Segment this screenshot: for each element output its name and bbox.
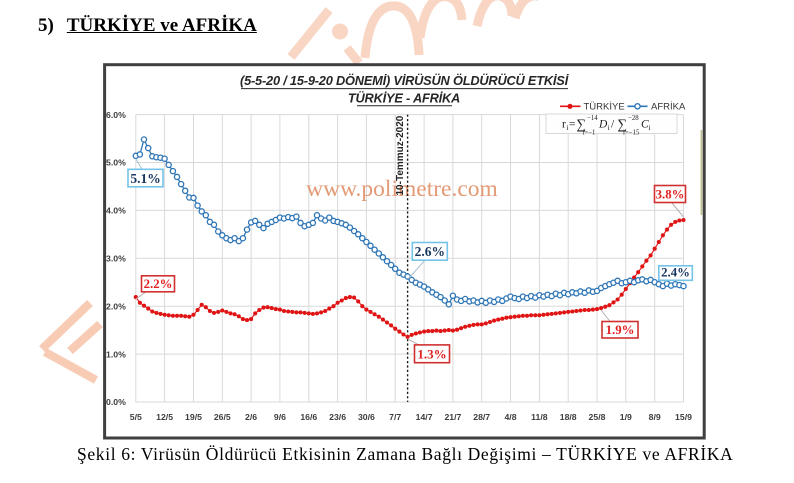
- svg-text:4/8: 4/8: [504, 412, 516, 422]
- svg-text:1.9%: 1.9%: [606, 323, 635, 337]
- svg-text:2.6%: 2.6%: [415, 244, 445, 259]
- svg-text:4.0%: 4.0%: [106, 206, 126, 216]
- svg-text:11/8: 11/8: [531, 412, 548, 422]
- svg-text:18/8: 18/8: [560, 412, 577, 422]
- svg-text:i: i: [608, 123, 610, 132]
- svg-text:14/7: 14/7: [416, 412, 433, 422]
- svg-text:5.0%: 5.0%: [106, 158, 126, 168]
- svg-text:C: C: [641, 119, 649, 131]
- svg-text:7/7: 7/7: [389, 412, 401, 422]
- svg-text:/: /: [611, 119, 615, 131]
- svg-text:1/9: 1/9: [620, 412, 632, 422]
- svg-text:15/9: 15/9: [675, 412, 692, 422]
- svg-text:8/9: 8/9: [649, 412, 661, 422]
- svg-text:i: i: [649, 123, 651, 132]
- svg-text:D: D: [598, 119, 608, 131]
- svg-text:∑: ∑: [577, 116, 587, 131]
- svg-text:−28: −28: [628, 115, 639, 122]
- svg-text:2.2%: 2.2%: [144, 277, 173, 291]
- svg-text:r: r: [562, 119, 566, 131]
- svg-text:19/5: 19/5: [185, 412, 202, 422]
- svg-text:2.4%: 2.4%: [661, 265, 690, 279]
- svg-text:1.0%: 1.0%: [106, 349, 126, 359]
- svg-text:3.0%: 3.0%: [106, 254, 126, 264]
- svg-text:28/7: 28/7: [473, 412, 490, 422]
- svg-text:3.8%: 3.8%: [656, 188, 685, 202]
- svg-text:6.0%: 6.0%: [106, 110, 126, 120]
- svg-text:TÜRKİYE: TÜRKİYE: [584, 102, 625, 113]
- svg-text:5/5: 5/5: [130, 412, 142, 422]
- svg-text:www.polimetre.com: www.polimetre.com: [306, 176, 498, 202]
- svg-text:12/5: 12/5: [156, 412, 173, 422]
- svg-text:2/6: 2/6: [245, 412, 257, 422]
- svg-text:16/6: 16/6: [300, 412, 317, 422]
- svg-text:−14: −14: [587, 115, 598, 122]
- svg-text:2.0%: 2.0%: [106, 301, 126, 311]
- svg-text:AFRİKA: AFRİKA: [651, 102, 686, 113]
- svg-text:TÜRKİYE - AFRİKA: TÜRKİYE - AFRİKA: [348, 91, 460, 106]
- svg-text:1.3%: 1.3%: [417, 347, 446, 362]
- svg-text:25/8: 25/8: [589, 412, 606, 422]
- svg-text:23/6: 23/6: [329, 412, 346, 422]
- svg-text:9/6: 9/6: [274, 412, 286, 422]
- svg-text:10-Temmuz-2020: 10-Temmuz-2020: [395, 115, 406, 195]
- svg-text:i=−1: i=−1: [583, 130, 596, 137]
- svg-text:26/5: 26/5: [214, 412, 231, 422]
- svg-text:30/6: 30/6: [358, 412, 375, 422]
- svg-text:=: =: [569, 119, 576, 131]
- svg-text:5.1%: 5.1%: [130, 171, 160, 186]
- svg-text:∑: ∑: [618, 116, 628, 131]
- svg-text:i=−15: i=−15: [623, 130, 640, 137]
- svg-text:21/7: 21/7: [444, 412, 461, 422]
- svg-text:(5-5-20 / 15-9-20 DÖNEMİ) VİRÜ: (5-5-20 / 15-9-20 DÖNEMİ) VİRÜSÜN ÖLDÜRÜ…: [240, 73, 570, 88]
- svg-text:0.0%: 0.0%: [106, 397, 126, 407]
- svg-text:i: i: [567, 123, 569, 132]
